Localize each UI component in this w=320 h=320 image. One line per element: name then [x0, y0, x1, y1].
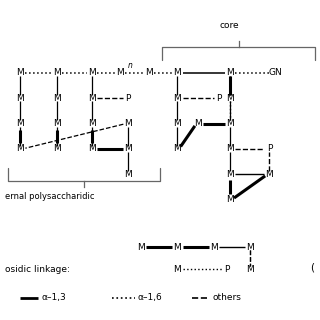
Text: M: M — [173, 243, 181, 252]
Text: M: M — [17, 94, 24, 103]
Text: M: M — [226, 195, 234, 204]
Text: M: M — [124, 170, 132, 179]
Text: M: M — [226, 119, 234, 128]
Text: osidic linkage:: osidic linkage: — [4, 265, 69, 274]
Text: core: core — [220, 21, 240, 30]
Text: P: P — [125, 94, 131, 103]
Text: M: M — [17, 68, 24, 77]
Text: M: M — [17, 119, 24, 128]
Text: others: others — [212, 293, 241, 302]
Text: M: M — [226, 170, 234, 179]
Text: M: M — [173, 68, 181, 77]
Text: M: M — [210, 243, 218, 252]
Text: M: M — [88, 68, 96, 77]
Text: M: M — [53, 144, 61, 153]
Text: α–1,6: α–1,6 — [138, 293, 163, 302]
Text: M: M — [17, 144, 24, 153]
Text: M: M — [53, 119, 61, 128]
Text: P: P — [224, 265, 229, 274]
Text: (: ( — [310, 263, 314, 273]
Text: M: M — [246, 243, 254, 252]
Text: M: M — [173, 94, 181, 103]
Text: M: M — [266, 170, 273, 179]
Text: M: M — [88, 144, 96, 153]
Text: M: M — [194, 119, 202, 128]
Text: M: M — [145, 68, 153, 77]
Text: M: M — [246, 265, 254, 274]
Text: P: P — [267, 144, 272, 153]
Text: P: P — [216, 94, 221, 103]
Text: M: M — [116, 68, 124, 77]
Text: M: M — [173, 144, 181, 153]
Text: ernal polysaccharidic: ernal polysaccharidic — [4, 192, 94, 201]
Text: M: M — [226, 144, 234, 153]
Text: M: M — [88, 94, 96, 103]
Text: M: M — [137, 243, 145, 252]
Text: M: M — [173, 119, 181, 128]
Text: GN: GN — [269, 68, 283, 77]
Text: M: M — [53, 68, 61, 77]
Text: M: M — [124, 119, 132, 128]
Text: M: M — [53, 94, 61, 103]
Text: M: M — [173, 265, 181, 274]
Text: M: M — [88, 119, 96, 128]
Text: n: n — [127, 61, 132, 70]
Text: M: M — [124, 144, 132, 153]
Text: α–1,3: α–1,3 — [41, 293, 66, 302]
Text: M: M — [226, 94, 234, 103]
Text: M: M — [226, 68, 234, 77]
